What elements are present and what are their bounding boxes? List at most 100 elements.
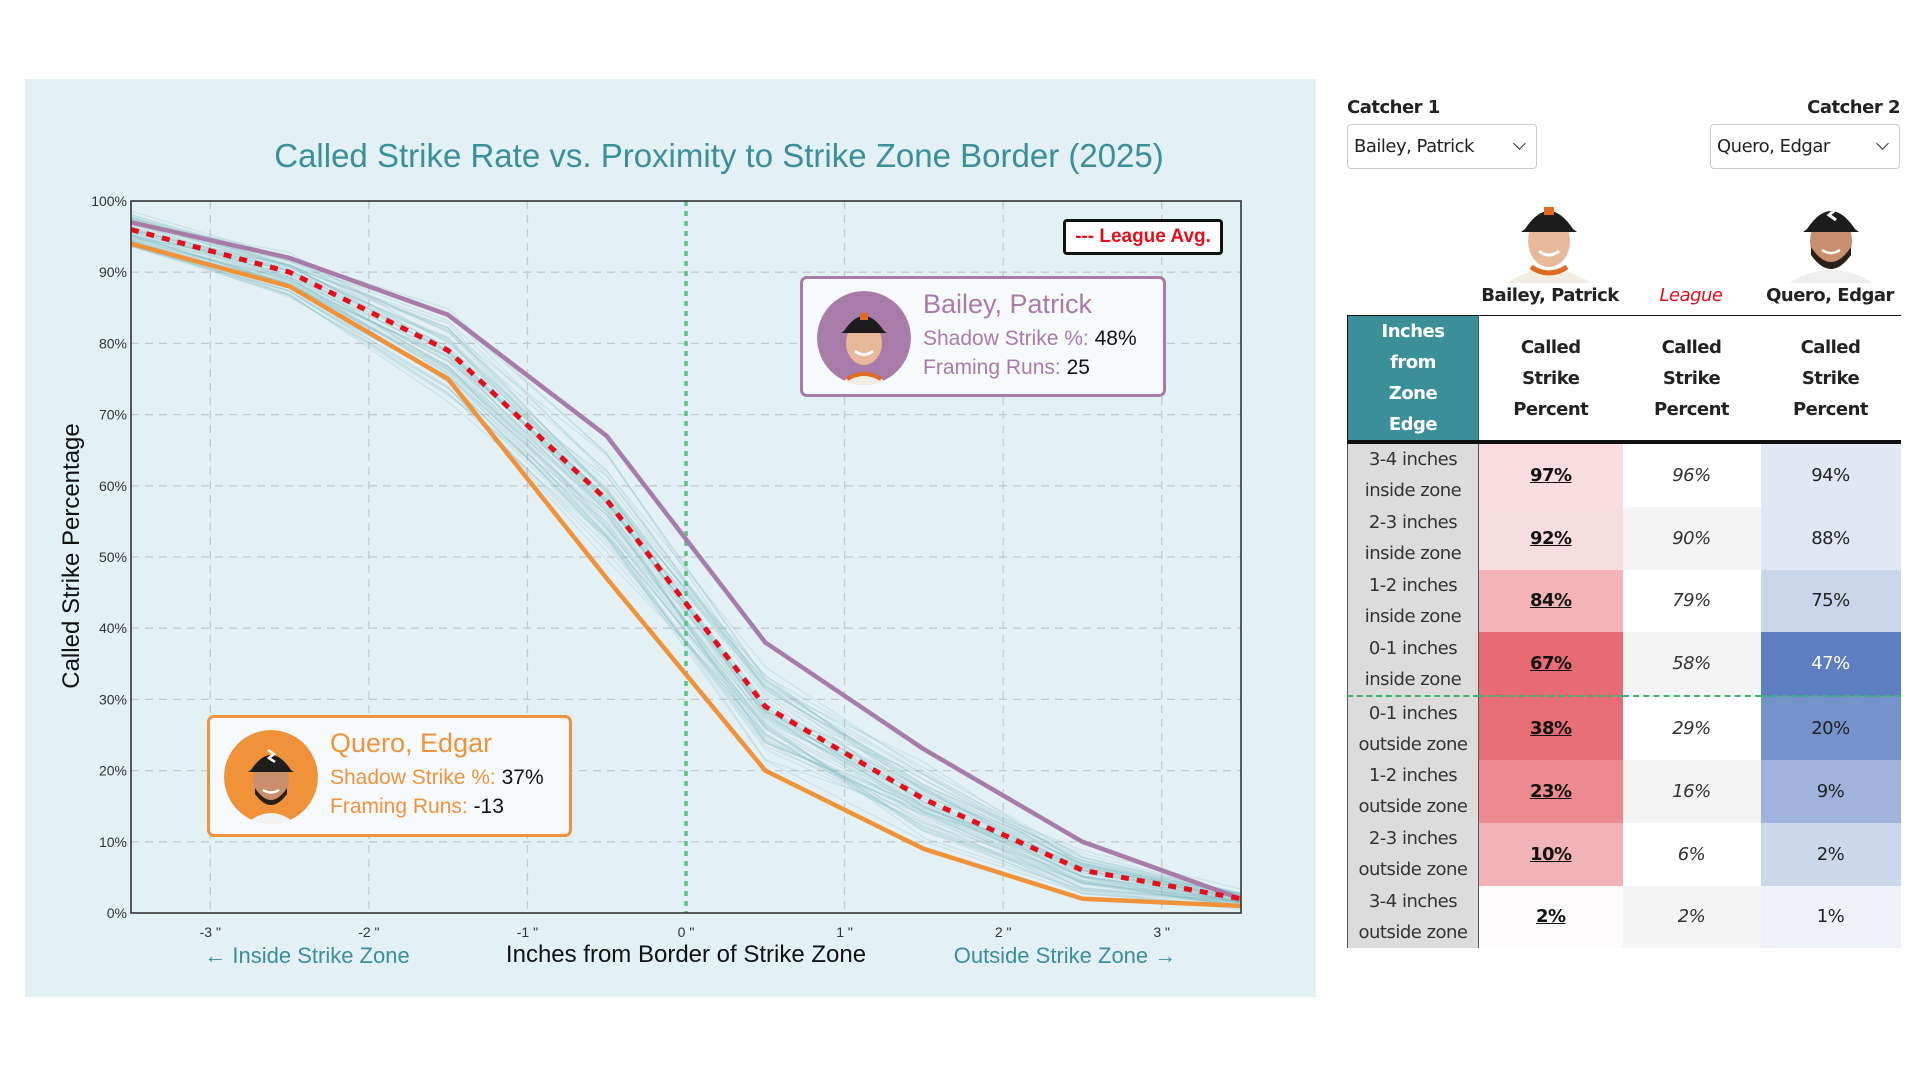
bailey-value: 97% xyxy=(1478,442,1623,507)
table-row: 0-1 inches outside zone 38% 29% 20% xyxy=(1347,696,1901,760)
bailey-value: 84% xyxy=(1478,569,1623,633)
column-name-bailey: Bailey, Patrick xyxy=(1481,285,1619,306)
row-label-line2: outside zone xyxy=(1358,796,1468,818)
table-row: 0-1 inches inside zone 67% 58% 47% xyxy=(1347,632,1901,698)
header-league-text: Called Strike Percent xyxy=(1653,336,1730,420)
row-label-line2: outside zone xyxy=(1358,859,1468,881)
quero-framing-runs: Framing Runs: -13 xyxy=(330,795,504,819)
header-league: Called Strike Percent xyxy=(1622,315,1761,444)
row-label-line2: inside zone xyxy=(1364,543,1462,565)
row-label-line1: 2-3 inches xyxy=(1368,512,1458,534)
x-tick-label: 0 " xyxy=(678,924,695,940)
quero-annotation: Quero, Edgar Shadow Strike %: 37% Framin… xyxy=(207,715,572,837)
row-label-line2: outside zone xyxy=(1358,733,1468,755)
quero-value: 20% xyxy=(1760,696,1901,760)
other-catcher-line xyxy=(130,236,1242,901)
table-row: 2-3 inches outside zone 10% 6% 2% xyxy=(1347,822,1901,886)
other-catcher-line xyxy=(130,240,1242,903)
row-label: 2-3 inches outside zone xyxy=(1347,822,1479,886)
y-tick-label: 60% xyxy=(99,478,127,494)
y-tick-label: 70% xyxy=(99,407,127,423)
other-catcher-line xyxy=(130,245,1242,911)
table-row: 1-2 inches outside zone 23% 16% 9% xyxy=(1347,759,1901,823)
quero-value: 1% xyxy=(1760,885,1901,949)
catcher1-select-value: Bailey, Patrick xyxy=(1354,136,1474,157)
table-row: 2-3 inches inside zone 92% 90% 88% xyxy=(1347,506,1901,570)
shadow-strike-label: Shadow Strike %: xyxy=(330,766,496,789)
row-label: 0-1 inches inside zone xyxy=(1347,632,1479,698)
bailey-shadow-strike: Shadow Strike %: 48% xyxy=(923,327,1137,351)
row-label-line2: inside zone xyxy=(1364,480,1462,502)
bailey-framing-runs: Framing Runs: 25 xyxy=(923,356,1090,380)
x-axis-label: Inches from Border of Strike Zone xyxy=(505,941,867,968)
comparison-table: Inches from Zone Edge Called Strike Perc… xyxy=(1347,315,1901,949)
table-row: 3-4 inches outside zone 2% 2% 1% xyxy=(1347,885,1901,949)
framing-runs-value: 25 xyxy=(1066,356,1090,379)
series-line-quero-edgar xyxy=(130,241,1242,909)
other-catcher-line xyxy=(130,235,1242,899)
column-name-league: League xyxy=(1659,285,1723,306)
row-label-line1: 1-2 inches xyxy=(1368,574,1458,596)
framing-runs-label: Framing Runs: xyxy=(923,356,1061,379)
row-label-line2: outside zone xyxy=(1358,921,1468,943)
row-label: 3-4 inches inside zone xyxy=(1347,442,1479,507)
x-tick-label: -3 " xyxy=(200,924,221,940)
quero-value: 94% xyxy=(1760,442,1901,507)
bailey-value: 92% xyxy=(1478,506,1623,570)
series-line-bailey-patrick xyxy=(130,220,1242,901)
catcher1-select[interactable]: Bailey, Patrick xyxy=(1347,124,1537,169)
outside-zone-label: Outside Strike Zone → xyxy=(953,943,1177,968)
x-tick-label: 2 " xyxy=(995,924,1012,940)
chart-plot: 0% 10% 20% 30% 40% 50% 60% 70% 80% 90% 100% -3 " -2 … xyxy=(91,193,1242,940)
league-value: 90% xyxy=(1622,506,1761,570)
x-tick-label: -2 " xyxy=(358,924,379,940)
y-tick-label: 30% xyxy=(99,691,127,707)
other-catcher-line xyxy=(130,227,1242,898)
row-label-line1: 0-1 inches xyxy=(1368,637,1458,659)
catcher1-label: Catcher 1 xyxy=(1347,97,1440,118)
y-tick-label: 40% xyxy=(99,620,127,636)
bailey-value: 2% xyxy=(1478,885,1623,949)
column-name-quero: Quero, Edgar xyxy=(1766,285,1894,306)
other-catcher-line xyxy=(130,245,1242,904)
other-catcher-line xyxy=(130,223,1242,894)
header-quero-text: Called Strike Percent xyxy=(1792,336,1869,420)
other-catcher-line xyxy=(130,213,1242,896)
row-label-line2: inside zone xyxy=(1364,605,1462,627)
bailey-value: 38% xyxy=(1478,696,1623,760)
row-label-line1: 3-4 inches xyxy=(1368,449,1458,471)
catcher2-select[interactable]: Quero, Edgar xyxy=(1710,124,1900,169)
comparison-panel: Catcher 1 Catcher 2 Bailey, Patrick Quer… xyxy=(1347,0,1901,1080)
chart-title: Called Strike Rate vs. Proximity to Stri… xyxy=(274,137,1164,174)
quero-value: 9% xyxy=(1760,759,1901,823)
row-label: 1-2 inches outside zone xyxy=(1347,759,1479,823)
quero-shadow-strike: Shadow Strike %: 37% xyxy=(330,766,544,790)
league-value: 16% xyxy=(1622,759,1761,823)
quero-value: 2% xyxy=(1760,822,1901,886)
bailey-headshot xyxy=(1503,195,1595,283)
y-tick-label: 100% xyxy=(91,193,127,209)
x-tick-label: 1 " xyxy=(836,924,853,940)
y-tick-label: 80% xyxy=(99,335,127,351)
table-row: 1-2 inches inside zone 84% 79% 75% xyxy=(1347,569,1901,633)
legend-league-avg: --- League Avg. xyxy=(1063,219,1223,255)
chevron-down-icon xyxy=(1513,137,1526,150)
quero-value: 88% xyxy=(1760,506,1901,570)
bailey-value: 23% xyxy=(1478,759,1623,823)
inside-zone-label: ← Inside Strike Zone xyxy=(204,943,410,968)
league-value: 6% xyxy=(1622,822,1761,886)
header-inches-text: Inches from Zone Edge xyxy=(1381,321,1445,435)
series-line-league-avg xyxy=(130,227,1242,902)
y-tick-label: 0% xyxy=(107,905,127,921)
chart-panel: 0% 10% 20% 30% 40% 50% 60% 70% 80% 90% 100% -3 " -2 … xyxy=(25,79,1316,997)
row-label-line1: 1-2 inches xyxy=(1368,765,1458,787)
quero-headshot xyxy=(1785,195,1877,283)
bailey-annotation-name: Bailey, Patrick xyxy=(923,289,1093,319)
row-label: 3-4 inches outside zone xyxy=(1347,885,1479,949)
row-label-line2: inside zone xyxy=(1364,668,1462,690)
framing-runs-label: Framing Runs: xyxy=(330,795,468,818)
row-label-line1: 3-4 inches xyxy=(1368,890,1458,912)
header-bailey: Called Strike Percent xyxy=(1478,315,1623,444)
quero-avatar xyxy=(224,730,318,824)
other-catcher-line xyxy=(130,229,1242,903)
